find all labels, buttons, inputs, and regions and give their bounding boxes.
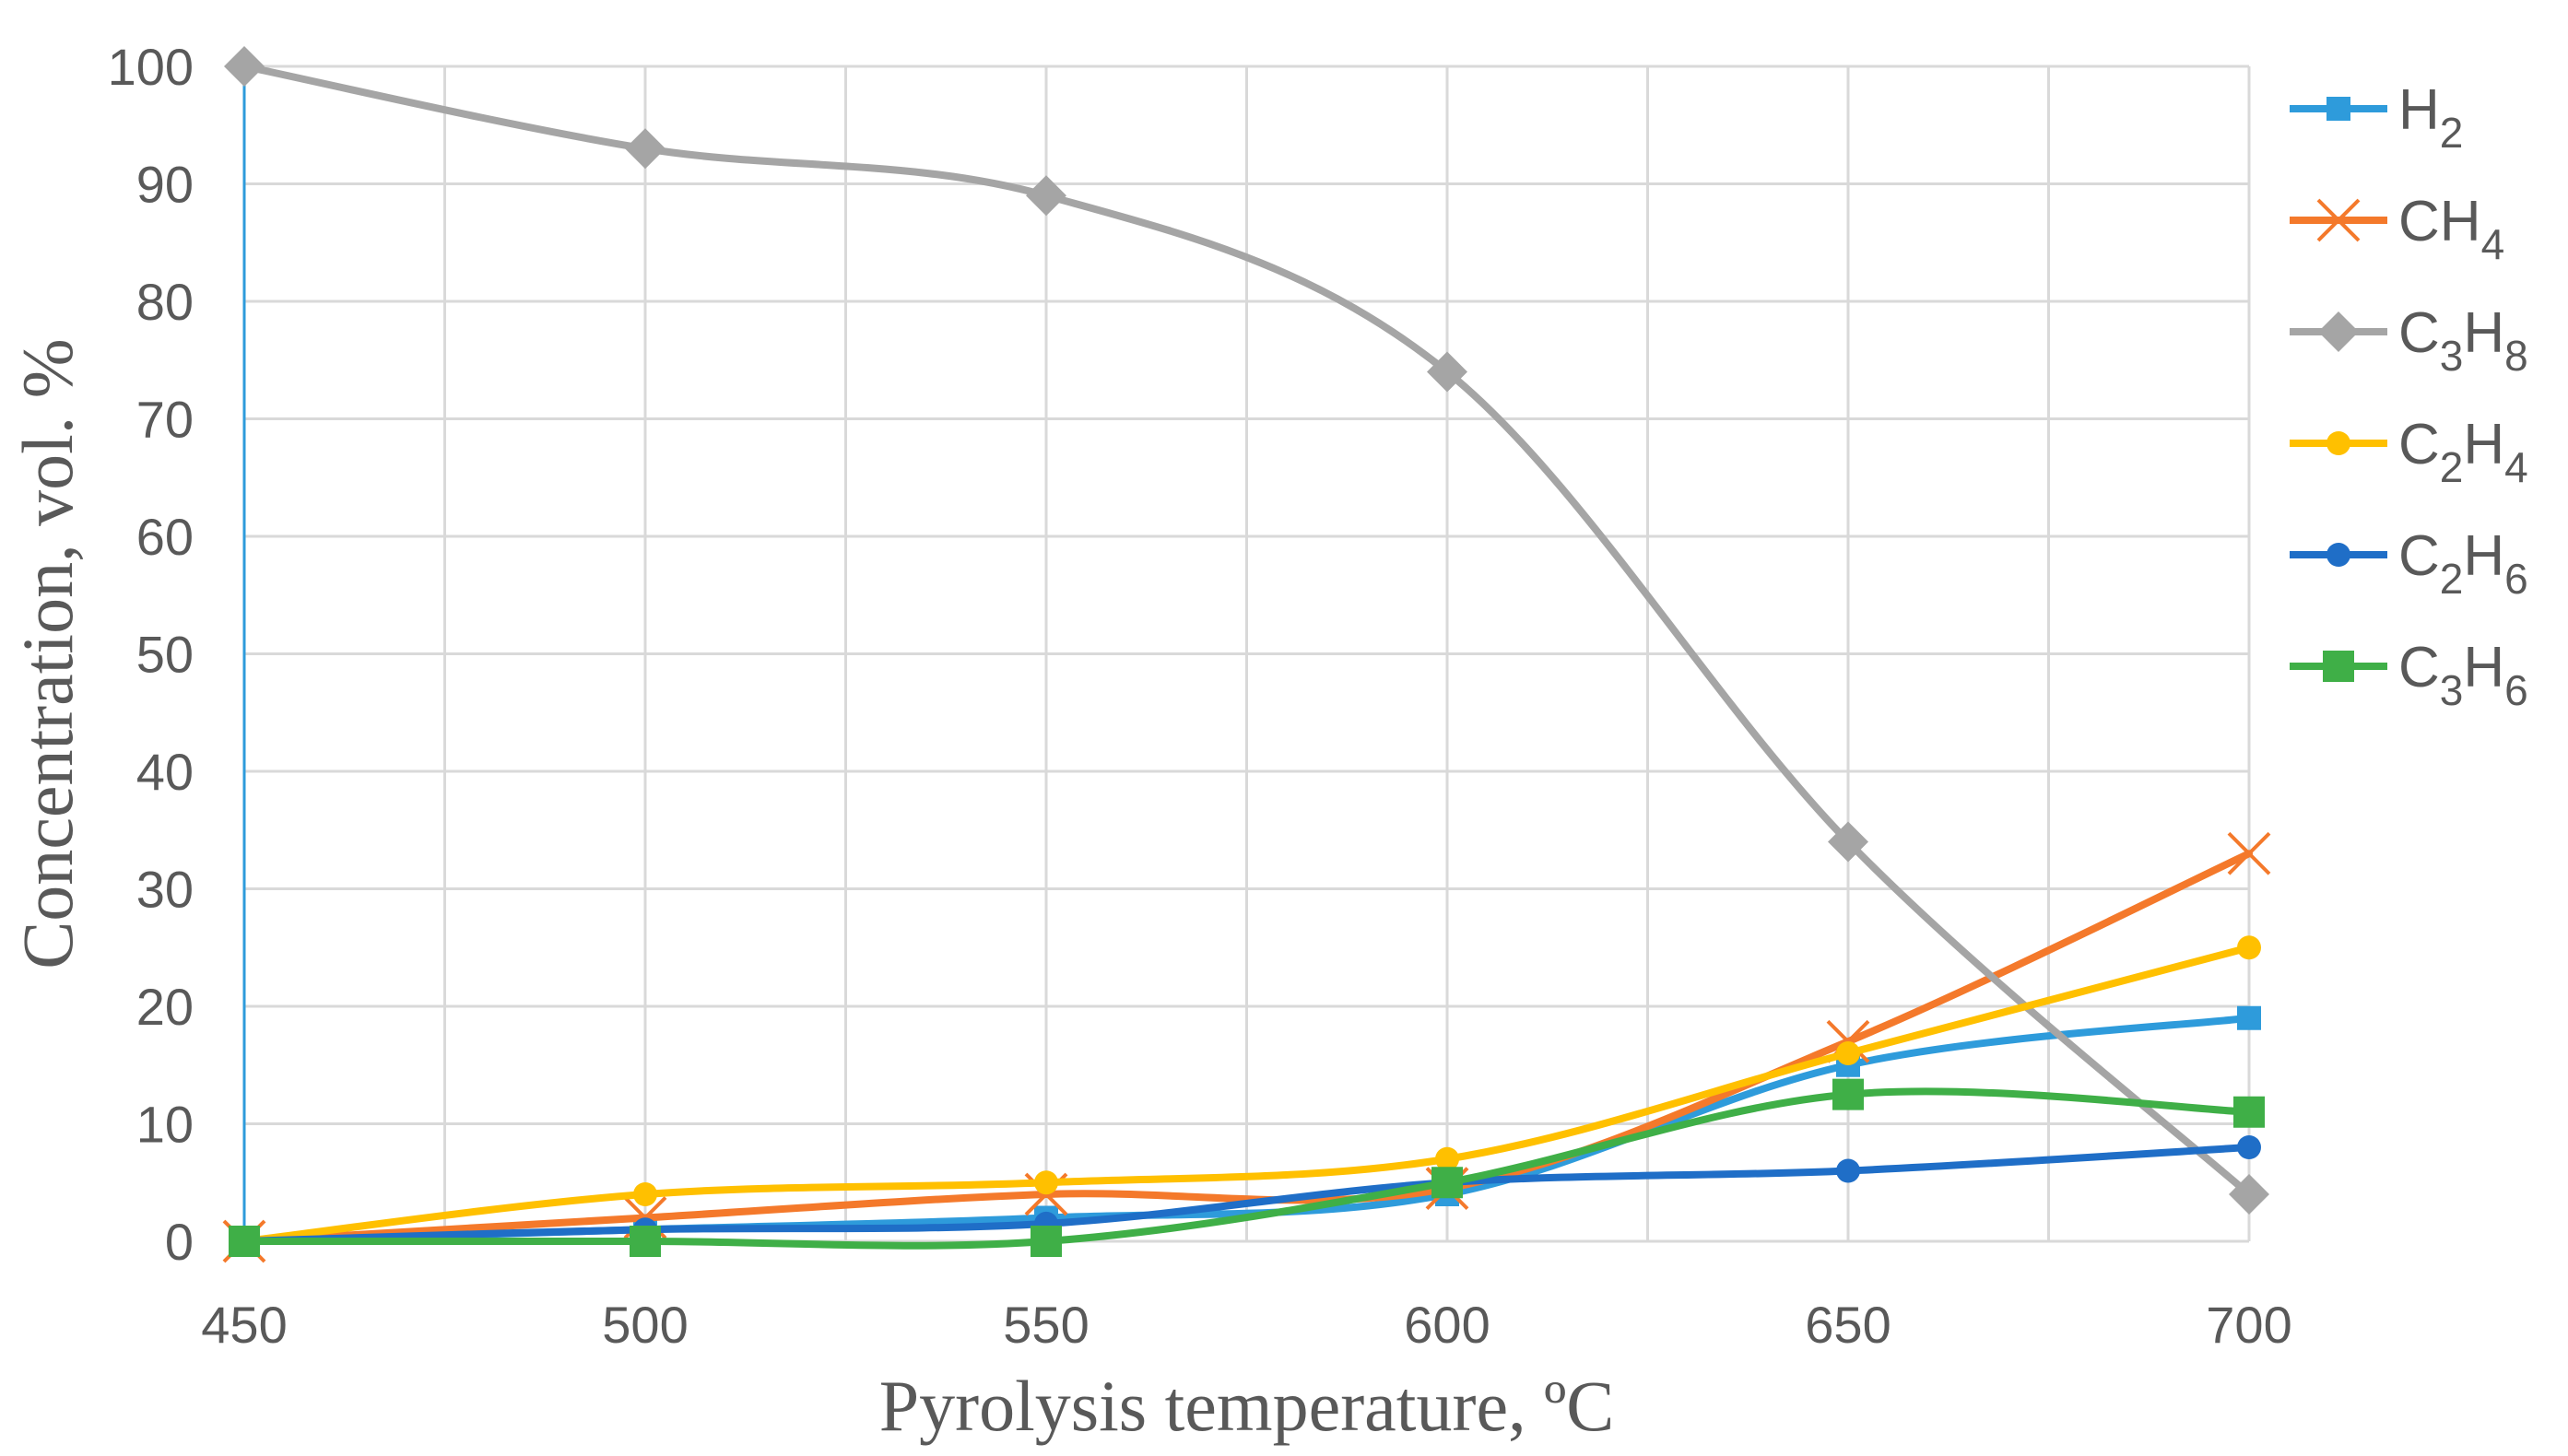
series-c3h8 <box>224 46 2269 1215</box>
data-point-c3h6 <box>1031 1226 1062 1257</box>
legend-formula: C <box>2398 301 2440 365</box>
y-tick-label: 70 <box>136 391 194 449</box>
data-point-c2h4 <box>1836 1041 1860 1065</box>
legend-subscript: 4 <box>2504 443 2528 491</box>
data-point-c3h8 <box>1828 821 1868 863</box>
data-point-c3h8 <box>625 128 666 170</box>
legend-formula: C <box>2398 413 2440 476</box>
x-axis-title: Pyrolysis temperature, ºC <box>879 1366 1615 1446</box>
series-line-c2h4 <box>241 944 2253 1245</box>
legend-swatch-marker <box>2327 543 2350 567</box>
legend-label: C2H4 <box>2398 413 2528 491</box>
legend-item-c3h8: C3H8 <box>2290 301 2528 380</box>
data-point-c3h6 <box>630 1226 661 1257</box>
y-tick-label: 60 <box>136 508 194 566</box>
y-axis-title: Concentration, vol. % <box>7 338 88 969</box>
data-point-h2 <box>2237 1005 2261 1030</box>
legend-item-h2: H2 <box>2290 78 2463 157</box>
x-tick-label: 550 <box>1003 1296 1089 1354</box>
legend-swatch-marker <box>2327 97 2350 121</box>
legend-swatch-marker <box>2316 198 2361 242</box>
y-tick-label: 10 <box>136 1096 194 1154</box>
series-line-c3h8 <box>241 63 2253 1198</box>
legend-subscript: 6 <box>2504 555 2528 603</box>
legend-item-c2h4: C2H4 <box>2290 413 2528 491</box>
legend-label: C3H6 <box>2398 636 2528 714</box>
data-point-c2h4 <box>1435 1146 1459 1171</box>
data-point-c2h4 <box>2237 935 2261 960</box>
x-tick-label: 650 <box>1805 1296 1891 1354</box>
data-point-c3h8 <box>1427 351 1467 393</box>
series-group <box>222 46 2271 1263</box>
legend-formula: H <box>2463 413 2504 476</box>
data-point-c3h6 <box>1832 1078 1864 1110</box>
legend-label: C3H8 <box>2398 301 2528 380</box>
series-line-c3h6 <box>241 1087 2253 1250</box>
series-line-c2h6 <box>241 1144 2253 1245</box>
x-tick-label: 700 <box>2206 1296 2291 1354</box>
y-tick-label: 30 <box>136 861 194 919</box>
x-tick-label: 450 <box>201 1296 287 1354</box>
marker-stroke <box>2227 831 2271 875</box>
legend-subscript: 8 <box>2504 332 2528 380</box>
data-point-c3h8 <box>1026 175 1066 217</box>
legend-item-c2h6: C2H6 <box>2290 524 2528 603</box>
legend-item-ch4: CH4 <box>2290 190 2504 268</box>
legend-subscript: 3 <box>2440 332 2464 380</box>
data-point-c3h6 <box>229 1226 260 1257</box>
y-tick-label: 0 <box>165 1213 194 1271</box>
y-tick-label: 20 <box>136 978 194 1036</box>
series-c3h6 <box>229 1078 2265 1257</box>
legend-subscript: 3 <box>2440 666 2464 714</box>
legend-formula: H <box>2398 78 2440 142</box>
x-tick-labels: 450 500 550 600 650 700 <box>201 1296 2291 1354</box>
legend-label: C2H6 <box>2398 524 2528 603</box>
legend-swatch-marker <box>2323 651 2354 682</box>
y-tick-label: 100 <box>108 38 194 96</box>
marker-stroke <box>2316 198 2361 242</box>
legend-formula: H <box>2463 301 2504 365</box>
data-point-c2h4 <box>1034 1170 1058 1195</box>
legend-label: CH4 <box>2398 190 2504 268</box>
x-tick-label: 600 <box>1404 1296 1490 1354</box>
legend-swatch-marker <box>2327 431 2350 455</box>
legend-formula: C <box>2398 524 2440 588</box>
y-tick-label: 50 <box>136 626 194 684</box>
legend-swatch-marker <box>2318 311 2359 352</box>
data-point-c3h6 <box>1431 1167 1463 1199</box>
y-tick-label: 80 <box>136 273 194 331</box>
data-point-c3h8 <box>2229 1174 2269 1215</box>
y-tick-label: 90 <box>136 156 194 214</box>
data-point-c2h4 <box>633 1182 657 1206</box>
grid-lines <box>242 65 2251 1243</box>
legend-formula: H <box>2463 636 2504 699</box>
data-point-ch4 <box>2227 831 2271 875</box>
legend-item-c3h6: C3H6 <box>2290 636 2528 714</box>
legend-subscript: 4 <box>2481 220 2505 268</box>
legend-formula: C <box>2398 636 2440 699</box>
y-tick-labels: 0 10 20 30 40 50 60 70 80 90 100 <box>108 38 194 1271</box>
x-tick-label: 500 <box>602 1296 688 1354</box>
legend-subscript: 2 <box>2440 555 2464 603</box>
data-point-c3h8 <box>224 46 265 87</box>
legend-label: H2 <box>2398 78 2463 157</box>
data-point-c2h6 <box>1836 1158 1860 1183</box>
data-point-c3h6 <box>2233 1096 2265 1128</box>
legend-subscript: 2 <box>2440 443 2464 491</box>
legend-formula: H <box>2463 524 2504 588</box>
legend-subscript: 6 <box>2504 666 2528 714</box>
data-point-c2h6 <box>2237 1135 2261 1159</box>
legend-subscript: 2 <box>2440 109 2464 157</box>
legend-formula: CH <box>2398 190 2481 253</box>
y-tick-label: 40 <box>136 743 194 801</box>
